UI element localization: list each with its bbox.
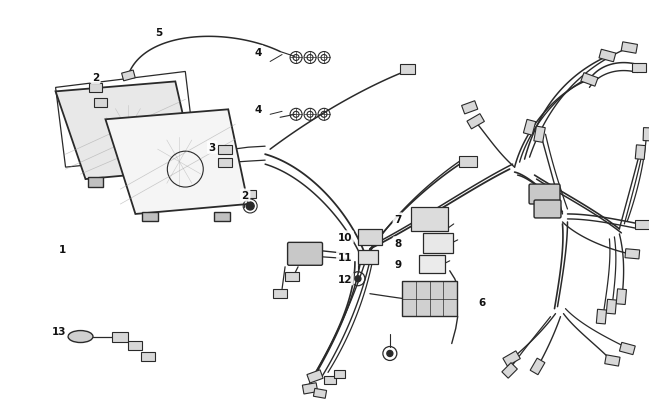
- Bar: [530, 358, 545, 375]
- Bar: [88, 178, 103, 188]
- Bar: [503, 351, 521, 366]
- Ellipse shape: [68, 331, 93, 343]
- Bar: [285, 273, 299, 281]
- Text: 10: 10: [338, 232, 352, 242]
- Bar: [307, 370, 323, 383]
- Circle shape: [355, 276, 361, 282]
- FancyBboxPatch shape: [358, 229, 382, 245]
- FancyBboxPatch shape: [358, 250, 378, 264]
- Bar: [596, 309, 606, 324]
- Circle shape: [387, 351, 393, 356]
- Text: 8: 8: [394, 238, 402, 248]
- FancyBboxPatch shape: [534, 200, 561, 218]
- Bar: [273, 290, 287, 298]
- FancyBboxPatch shape: [422, 233, 453, 253]
- Text: 3: 3: [209, 143, 216, 153]
- Bar: [402, 281, 457, 316]
- Bar: [218, 158, 232, 167]
- Bar: [302, 383, 318, 394]
- Bar: [244, 191, 256, 198]
- Text: 7: 7: [394, 214, 402, 224]
- Bar: [606, 300, 616, 314]
- Bar: [324, 377, 336, 384]
- Bar: [400, 65, 415, 75]
- Bar: [523, 120, 536, 136]
- Text: 12: 12: [338, 274, 352, 284]
- Bar: [112, 332, 129, 342]
- Bar: [467, 114, 484, 130]
- Bar: [616, 289, 627, 305]
- Bar: [129, 341, 142, 350]
- Bar: [621, 43, 638, 54]
- Bar: [534, 127, 545, 143]
- Bar: [502, 363, 517, 378]
- Bar: [142, 352, 155, 361]
- Bar: [94, 98, 107, 108]
- Bar: [632, 64, 646, 73]
- Bar: [635, 145, 645, 160]
- Bar: [625, 249, 640, 259]
- Text: 4: 4: [254, 47, 262, 58]
- Bar: [313, 388, 326, 399]
- Text: 2: 2: [242, 191, 249, 200]
- Text: 5: 5: [155, 28, 162, 38]
- Text: 11: 11: [338, 252, 352, 262]
- Text: 4: 4: [254, 105, 262, 115]
- Bar: [459, 156, 476, 167]
- Bar: [142, 213, 159, 222]
- Bar: [581, 73, 598, 87]
- Text: 1: 1: [59, 244, 66, 254]
- Bar: [462, 102, 478, 115]
- FancyBboxPatch shape: [287, 243, 322, 266]
- Text: 9: 9: [395, 259, 402, 269]
- Bar: [604, 355, 620, 366]
- Text: 13: 13: [51, 326, 66, 336]
- Bar: [335, 371, 345, 378]
- Bar: [619, 343, 635, 355]
- Bar: [635, 221, 650, 230]
- Text: 6: 6: [478, 297, 486, 307]
- Bar: [643, 128, 650, 141]
- Text: 2: 2: [92, 73, 99, 83]
- FancyBboxPatch shape: [529, 185, 560, 205]
- Bar: [122, 71, 135, 82]
- Bar: [214, 213, 230, 222]
- Circle shape: [246, 202, 254, 211]
- Bar: [218, 145, 232, 154]
- Bar: [89, 84, 102, 93]
- FancyBboxPatch shape: [411, 207, 448, 231]
- Polygon shape: [105, 110, 248, 214]
- FancyBboxPatch shape: [419, 255, 445, 273]
- Bar: [599, 50, 616, 63]
- Polygon shape: [56, 82, 195, 180]
